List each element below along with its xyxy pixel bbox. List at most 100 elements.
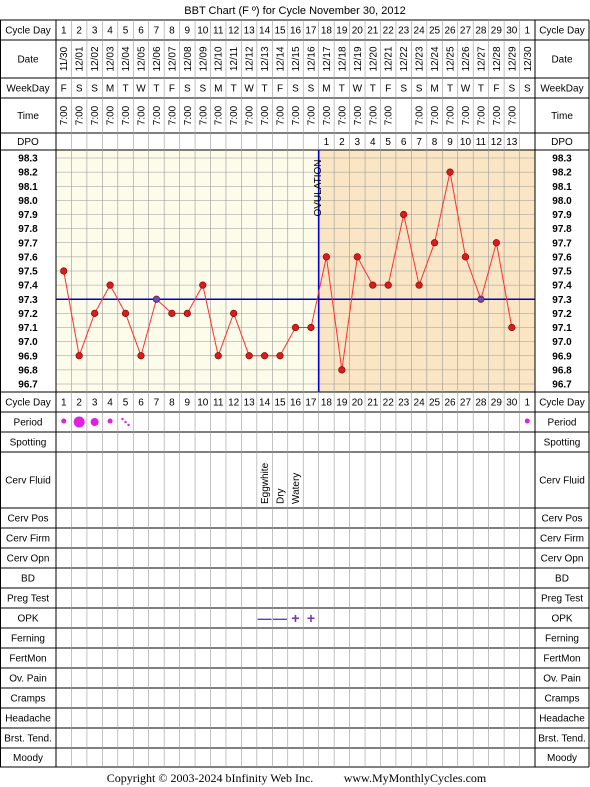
temp-axis-label-right: 97.0 bbox=[552, 337, 572, 348]
cycle-day-cell: 16 bbox=[290, 398, 302, 409]
temp-axis-label: 97.1 bbox=[18, 323, 38, 334]
site-link[interactable]: www.MyMonthlyCycles.com bbox=[344, 771, 487, 785]
chart-title: BBT Chart (F º) for Cycle November 30, 2… bbox=[184, 5, 405, 17]
cycle-day-cell: 16 bbox=[290, 26, 302, 37]
cycle-day-cell: 10 bbox=[197, 26, 209, 37]
temperature-point bbox=[384, 281, 392, 289]
cycle-day-cell: 1 bbox=[524, 398, 530, 409]
temp-axis-label: 96.8 bbox=[18, 365, 38, 376]
temperature-point bbox=[106, 281, 114, 289]
time-cell: 7:00 bbox=[492, 105, 503, 125]
cycle-day-cell: 24 bbox=[414, 26, 426, 37]
row-label-time: Time bbox=[17, 111, 39, 122]
date-cell: 12/08 bbox=[183, 46, 194, 71]
cycle-day-cell: 2 bbox=[76, 398, 82, 409]
time-cell: 7:00 bbox=[121, 105, 132, 125]
weekday-cell: S bbox=[184, 84, 191, 95]
temp-axis-label: 97.0 bbox=[18, 337, 38, 348]
cycle-day-cell: 7 bbox=[154, 26, 160, 37]
weekday-cell: S bbox=[524, 84, 531, 95]
time-cell: 7:00 bbox=[384, 105, 395, 125]
temperature-point bbox=[400, 210, 408, 219]
row-label-right-cycle-day: Cycle Day bbox=[539, 26, 585, 37]
temperature-point bbox=[276, 352, 284, 360]
copyright-text: Copyright © 2003-2024 bInfinity Web Inc. bbox=[107, 771, 314, 785]
weekday-cell: W bbox=[353, 84, 363, 95]
time-cell: 7:00 bbox=[446, 105, 457, 125]
dpo-cell: 1 bbox=[324, 137, 330, 148]
time-cell: 7:00 bbox=[476, 105, 487, 125]
temperature-point bbox=[369, 281, 377, 289]
time-cell: 7:00 bbox=[229, 105, 240, 125]
grid-lines bbox=[0, 19, 590, 768]
time-cell: 7:00 bbox=[214, 105, 225, 125]
date-cell: 12/17 bbox=[322, 46, 333, 71]
period-mark bbox=[73, 416, 85, 428]
temperature-point bbox=[415, 281, 423, 289]
row-label-right-headache: Headache bbox=[539, 714, 585, 725]
date-cell: 12/09 bbox=[198, 46, 209, 71]
time-cell: 7:00 bbox=[90, 105, 101, 125]
temperature-point bbox=[199, 281, 207, 289]
cerv-fluid-cell: Watery bbox=[291, 473, 302, 504]
cycle-day-cell: 26 bbox=[444, 398, 456, 409]
weekday-cell: F bbox=[493, 84, 499, 95]
cycle-day-cell: 27 bbox=[460, 26, 472, 37]
cycle-day-cell: 5 bbox=[123, 398, 129, 409]
date-cell: 12/23 bbox=[415, 46, 426, 71]
temperature-point bbox=[75, 352, 83, 360]
temperature-point bbox=[492, 239, 500, 247]
cycle-day-cell: 22 bbox=[383, 398, 395, 409]
date-cell: 12/04 bbox=[121, 46, 132, 71]
temperature-point bbox=[168, 309, 176, 317]
cycle-day-cell: 25 bbox=[429, 398, 441, 409]
weekday-cell: S bbox=[199, 84, 206, 95]
cycle-day-cell: 27 bbox=[460, 398, 472, 409]
cycle-day-cell: 12 bbox=[228, 26, 240, 37]
row-label-right-cerv-opn: Cerv Opn bbox=[541, 554, 584, 565]
temperature-marks bbox=[56, 150, 535, 428]
row-label-cerv-pos: Cerv Pos bbox=[7, 514, 48, 525]
row-label-right-dpo: DPO bbox=[551, 137, 573, 148]
temperature-point bbox=[430, 239, 439, 247]
dpo-cell: 7 bbox=[416, 137, 422, 148]
cycle-day-cell: 6 bbox=[138, 26, 144, 37]
temperature-point bbox=[477, 295, 485, 303]
cycle-day-cell: 10 bbox=[197, 398, 209, 409]
dpo-cell: 9 bbox=[447, 137, 453, 148]
date-cell: 12/18 bbox=[337, 46, 348, 71]
weekday-cell: T bbox=[370, 84, 376, 95]
cycle-day-cell: 13 bbox=[244, 398, 256, 409]
date-cell: 12/02 bbox=[90, 46, 101, 71]
opk-cell: + bbox=[307, 610, 315, 626]
time-cell: 7:00 bbox=[106, 105, 117, 125]
opk-cell: — bbox=[258, 610, 272, 626]
time-cell: 7:00 bbox=[337, 105, 348, 125]
opk-cell: + bbox=[291, 610, 299, 626]
temperature-point bbox=[322, 253, 331, 261]
cycle-day-cell: 29 bbox=[491, 26, 503, 37]
cycle-day-cell: 3 bbox=[92, 398, 98, 409]
temperature-point bbox=[152, 295, 161, 303]
weekday-cell: S bbox=[416, 84, 423, 95]
dpo-cell: 10 bbox=[460, 137, 472, 148]
time-cell: 7:00 bbox=[368, 105, 379, 125]
cycle-day-cell: 11 bbox=[213, 26, 224, 37]
weekday-cell: M bbox=[430, 84, 438, 95]
date-cell: 12/01 bbox=[75, 46, 86, 71]
weekday-cell: S bbox=[400, 84, 407, 95]
cycle-day-cell: 7 bbox=[154, 398, 160, 409]
row-label-cerv-firm: Cerv Firm bbox=[6, 534, 50, 545]
weekday-cell: M bbox=[106, 84, 114, 95]
cycle-day-cell: 20 bbox=[352, 26, 364, 37]
temp-axis-label-right: 97.8 bbox=[552, 224, 572, 235]
cycle-day-cell: 17 bbox=[305, 398, 317, 409]
temp-axis-label-right: 96.8 bbox=[552, 365, 572, 376]
row-label-date: Date bbox=[17, 55, 39, 66]
date-cell: 12/29 bbox=[507, 46, 518, 71]
temp-axis-label-right: 97.7 bbox=[552, 238, 572, 249]
temperature-point bbox=[245, 352, 253, 360]
time-cell: 7:00 bbox=[507, 105, 518, 125]
row-label-cramps: Cramps bbox=[10, 694, 45, 705]
date-cell: 12/20 bbox=[368, 46, 379, 71]
